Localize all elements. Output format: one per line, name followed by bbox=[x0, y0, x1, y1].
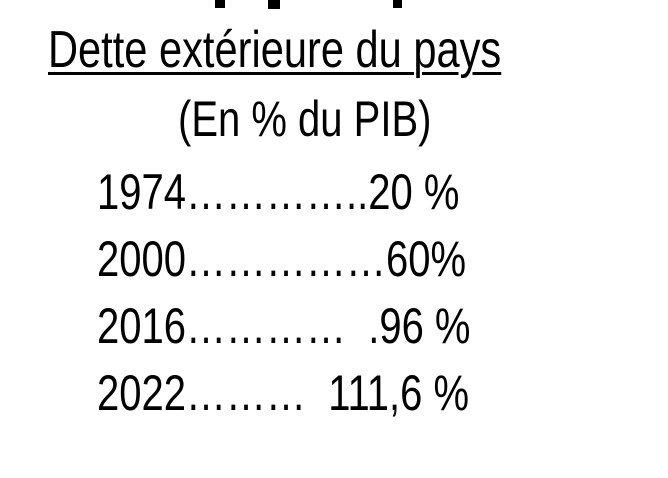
slide-title: Dette extérieure du pays bbox=[48, 21, 502, 79]
cropped-text-fragment bbox=[215, 0, 225, 8]
debt-row-2022: 2022……… 111,6 % bbox=[97, 365, 470, 421]
debt-row-2016: 2016………… .96 % bbox=[97, 298, 471, 354]
debt-row-2000: 2000……………60% bbox=[97, 231, 467, 287]
slide-subtitle: (En % du PIB) bbox=[178, 91, 432, 147]
debt-row-1974: 1974…………..20 % bbox=[97, 164, 460, 220]
cropped-text-fragment bbox=[268, 0, 280, 9]
cropped-text-fragment bbox=[393, 0, 402, 8]
